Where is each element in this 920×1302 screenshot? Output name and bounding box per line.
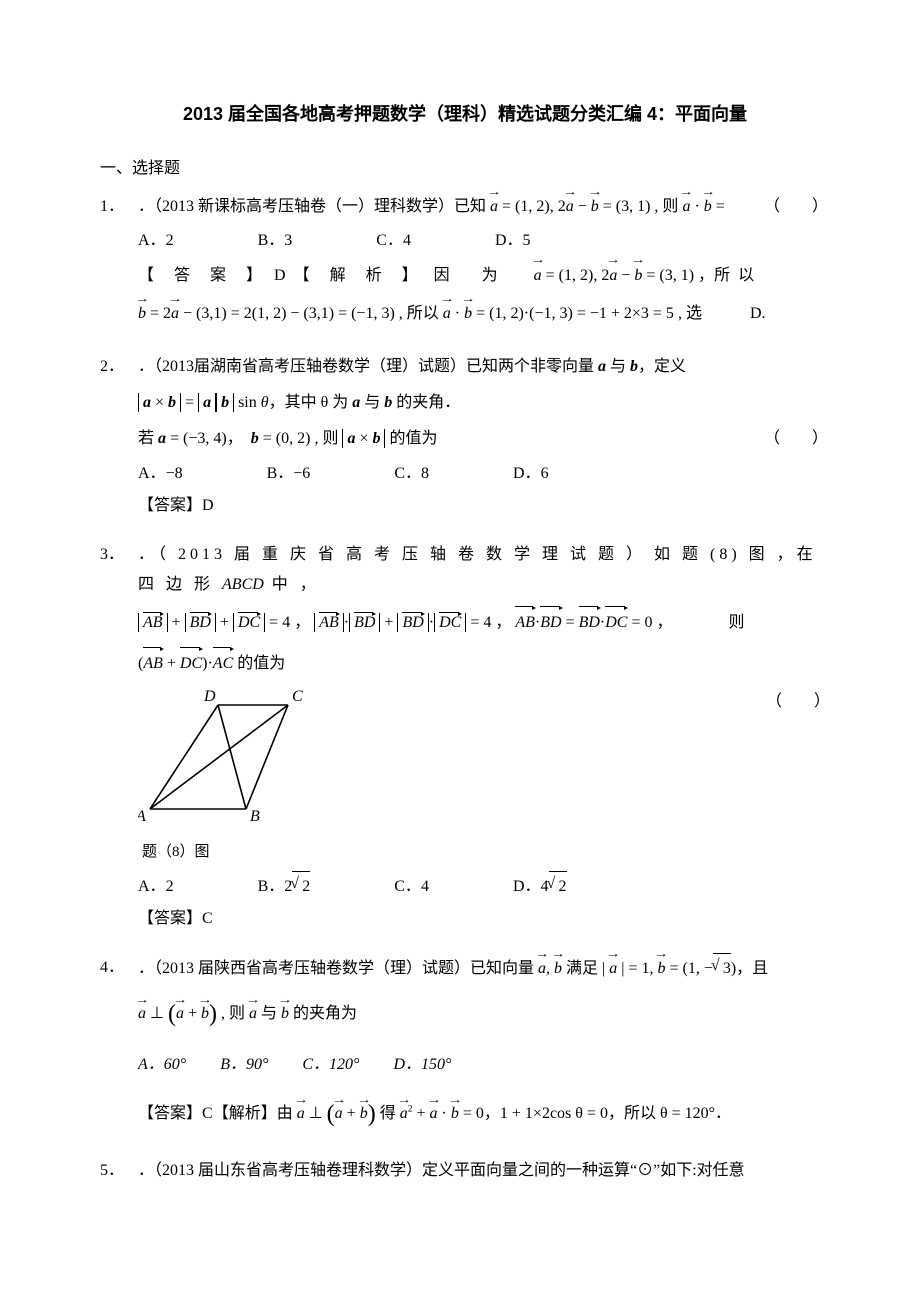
section-heading: 一、选择题 — [100, 154, 830, 178]
stem-text: ．（ 2013 届 重 庆 省 高 考 压 轴 卷 数 学 理 试 题 ） 如 … — [138, 540, 828, 601]
question-2: 2． ．（2013届湖南省高考压轴卷数学（理）试题）已知两个非零向量 a 与 b… — [100, 352, 830, 522]
options: A．−8 B．−6 C．8 D．6 — [138, 459, 828, 489]
stem-text: ．（2013 届陕西省高考压轴卷数学（理）试题）已知向量 — [138, 960, 538, 977]
answer: 【答案】D — [138, 491, 828, 521]
figure-caption: 题（8）图 — [142, 838, 828, 867]
options: A．2 B．22 C．4 D．42 — [138, 871, 828, 902]
question-1: 1． ．（2013 新课标高考压轴卷（一）理科数学）已知 a = (1, 2),… — [100, 192, 830, 334]
answer-analysis: 【答案】C【解析】由 a ⊥ (a + b) 得 a2 + a · b = 0，… — [138, 1092, 828, 1138]
answer: 【答案】C — [138, 904, 828, 934]
options: A．2 B．3 C．4 D．5 — [138, 226, 828, 256]
answer-paren: （ ） — [764, 424, 828, 454]
stem-text: ．（2013 届山东省高考压轴卷理科数学）定义平面向量之间的一种运算“⊙”如下:… — [138, 1156, 828, 1186]
options: A．60° B．90° C．120° D．150° — [138, 1050, 828, 1080]
page-title: 2013 届全国各地高考押题数学（理科）精选试题分类汇编 4：平面向量 — [100, 100, 830, 126]
quadrilateral-figure: A B C D — [138, 687, 308, 827]
svg-text:D: D — [203, 688, 216, 705]
stem-text: ．（2013届湖南省高考压轴卷数学（理）试题）已知两个非零向量 — [138, 358, 598, 375]
svg-text:C: C — [292, 688, 303, 705]
answer-analysis: 【 答 案 】 D 【 解 析 】 因 为 a = (1, 2), 2a − b… — [138, 257, 828, 334]
svg-text:A: A — [138, 808, 146, 825]
question-number: 2． — [100, 352, 134, 382]
answer-paren: （ ） — [764, 192, 828, 222]
question-3: 3． ．（ 2013 届 重 庆 省 高 考 压 轴 卷 数 学 理 试 题 ）… — [100, 540, 830, 935]
question-number: 3． — [100, 540, 134, 570]
question-number: 4． — [100, 953, 134, 983]
question-number: 1． — [100, 192, 134, 222]
question-number: 5． — [100, 1156, 134, 1186]
answer-paren: （ ） — [766, 687, 830, 717]
figure: A B C D （ ） 题（8）图 — [138, 687, 828, 867]
question-4: 4． ．（2013 届陕西省高考压轴卷数学（理）试题）已知向量 a, b 满足 … — [100, 953, 830, 1138]
question-5: 5． ．（2013 届山东省高考压轴卷理科数学）定义平面向量之间的一种运算“⊙”… — [100, 1156, 830, 1186]
stem-text: ．（2013 新课标高考压轴卷（一）理科数学）已知 — [138, 198, 490, 215]
svg-text:B: B — [250, 808, 260, 825]
